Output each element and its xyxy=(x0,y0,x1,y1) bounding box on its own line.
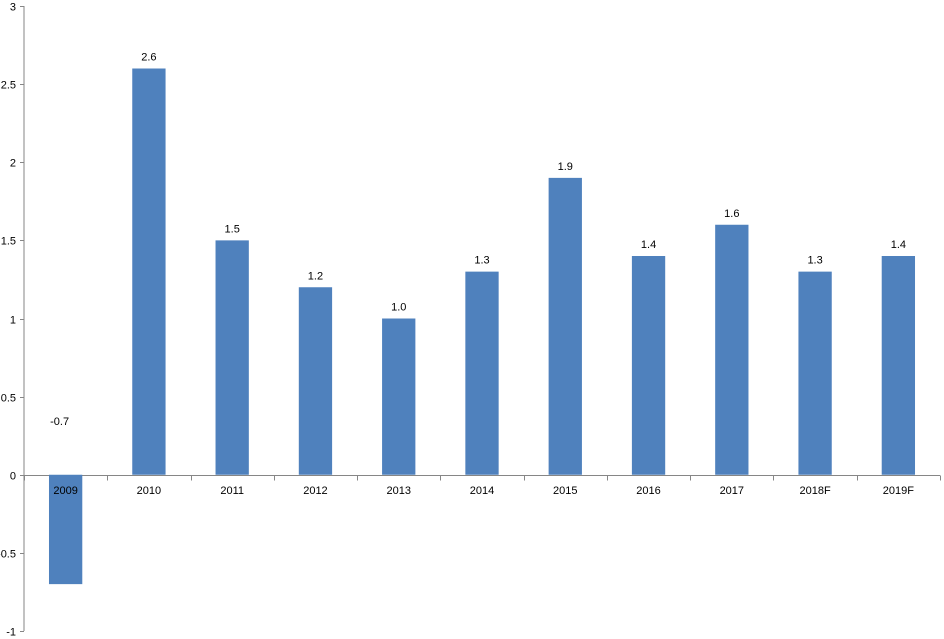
y-tick-label: -1 xyxy=(6,627,16,639)
bar-2019F xyxy=(881,256,916,475)
bar-2017 xyxy=(715,224,749,475)
y-tick-label: 2 xyxy=(10,158,16,170)
axes xyxy=(20,6,941,632)
y-tick-label: -0.5 xyxy=(0,549,16,561)
x-category-label: 2009 xyxy=(53,485,77,497)
data-label: 1.2 xyxy=(308,270,323,282)
y-tick-label: 1.5 xyxy=(1,236,16,248)
y-tick-label: 0.5 xyxy=(1,393,16,405)
data-label: 1.3 xyxy=(807,255,822,267)
data-label: 1.5 xyxy=(225,223,240,235)
bar-2015 xyxy=(548,177,582,475)
data-label: 1.4 xyxy=(641,239,656,251)
y-tick-label: 3 xyxy=(10,2,16,14)
bar-2012 xyxy=(298,287,333,475)
x-category-label: 2019F xyxy=(883,485,914,497)
data-label: 1.0 xyxy=(391,302,406,314)
bars xyxy=(48,68,916,585)
labels: -1 -0.5 0 0.5 1 1.5 2 2.5 3 2009 -0.7 2010 2.6 2011 1.… xyxy=(0,2,914,639)
bar-2011 xyxy=(215,240,249,475)
data-label: 2.6 xyxy=(141,52,156,64)
y-tick-label: 0 xyxy=(10,471,16,483)
bar-2018F xyxy=(798,271,832,475)
x-category-label: 2013 xyxy=(386,485,410,497)
x-category-label: 2011 xyxy=(220,485,244,497)
x-category-label: 2012 xyxy=(303,485,327,497)
data-label: -0.7 xyxy=(50,416,69,428)
x-category-label: 2016 xyxy=(636,485,660,497)
y-tick-label: 2.5 xyxy=(1,80,16,92)
bar-2010 xyxy=(132,68,166,475)
x-category-label: 2018F xyxy=(799,485,830,497)
bar-2016 xyxy=(631,256,666,475)
data-label: 1.4 xyxy=(891,239,906,251)
x-category-label: 2010 xyxy=(137,485,161,497)
data-label: 1.9 xyxy=(558,161,573,173)
bar-2014 xyxy=(465,271,499,475)
x-category-label: 2017 xyxy=(720,485,744,497)
x-category-label: 2015 xyxy=(553,485,577,497)
x-category-label: 2014 xyxy=(470,485,494,497)
bar-2009 xyxy=(48,474,83,585)
y-tick-label: 1 xyxy=(10,315,16,327)
data-label: 1.3 xyxy=(474,255,489,267)
bar-2013 xyxy=(382,318,416,475)
data-label: 1.6 xyxy=(724,208,739,220)
